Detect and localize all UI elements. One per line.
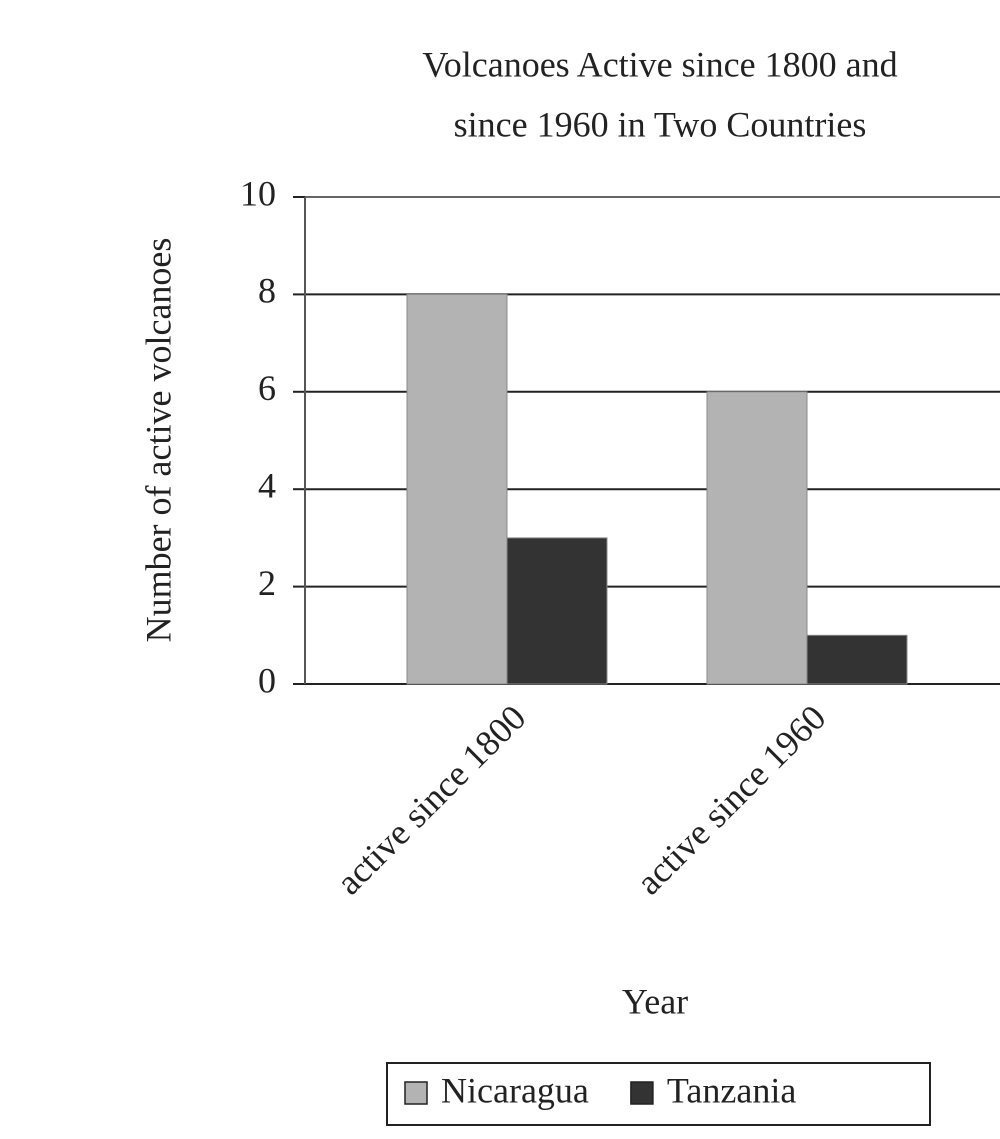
bar bbox=[506, 537, 608, 685]
y-tick-label: 6 bbox=[258, 368, 276, 408]
legend-swatch bbox=[404, 1081, 428, 1105]
bar bbox=[706, 391, 808, 685]
y-tick-label: 0 bbox=[258, 660, 276, 700]
bar bbox=[406, 293, 508, 685]
legend-label: Tanzania bbox=[667, 1070, 796, 1110]
y-tick-label: 8 bbox=[258, 271, 276, 311]
bar bbox=[806, 634, 908, 685]
y-tick-label: 10 bbox=[240, 173, 276, 213]
x-axis-label: Year bbox=[622, 981, 688, 1021]
chart-title: since 1960 in Two Countries bbox=[454, 104, 867, 144]
x-tick-label: active since 1960 bbox=[628, 697, 833, 902]
chart-title: Volcanoes Active since 1800 and bbox=[422, 44, 897, 84]
y-tick-label: 4 bbox=[258, 465, 276, 505]
y-axis-label: Number of active volcanoes bbox=[138, 238, 178, 643]
legend-label: Nicaragua bbox=[441, 1070, 589, 1110]
legend-swatch bbox=[630, 1081, 654, 1105]
x-tick-label: active since 1800 bbox=[328, 697, 533, 902]
y-tick-label: 2 bbox=[258, 563, 276, 603]
legend-box bbox=[386, 1062, 931, 1126]
